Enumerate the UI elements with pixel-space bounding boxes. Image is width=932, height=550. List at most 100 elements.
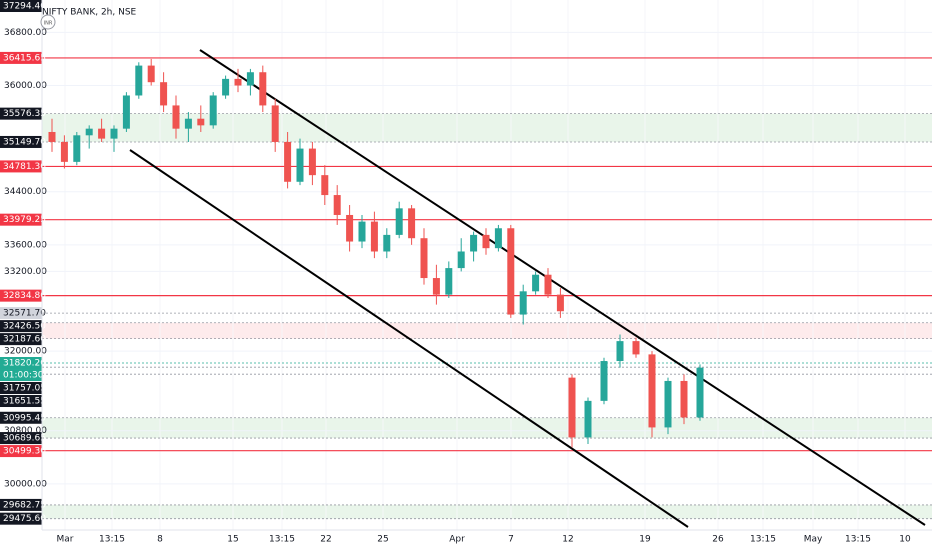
level-label: 30499.30 xyxy=(3,447,46,457)
level-label: 30689.65 xyxy=(3,434,46,444)
candle-body xyxy=(135,65,143,96)
candle-body xyxy=(383,234,391,252)
level-label: 32426.50 xyxy=(3,322,46,332)
y-tick-label: 34400.00 xyxy=(4,187,47,197)
x-tick-label: 22 xyxy=(320,535,331,545)
candle-body xyxy=(333,195,341,215)
candle-body xyxy=(556,294,564,312)
channel-lower xyxy=(129,149,689,528)
candle-body xyxy=(696,367,704,418)
zone xyxy=(42,504,932,519)
level-label: 32571.70 xyxy=(3,309,46,319)
level-label-bg xyxy=(0,395,42,408)
level-label-bg xyxy=(0,213,42,226)
currency: INR xyxy=(44,21,53,27)
x-tick-label: 15 xyxy=(227,535,238,545)
candle-body xyxy=(420,238,428,279)
candle-body xyxy=(73,135,81,162)
x-tick-label: 8 xyxy=(157,535,163,545)
x-tick-label: 13:15 xyxy=(99,535,125,545)
candle-body xyxy=(457,251,465,269)
x-tick-label: 7 xyxy=(508,535,514,545)
level-label-bg xyxy=(0,357,42,370)
level-label: 34781.30 xyxy=(3,162,46,172)
candle-body xyxy=(284,141,292,182)
candle-body xyxy=(184,118,192,129)
candle-body xyxy=(494,228,502,249)
candle-body xyxy=(568,377,576,438)
x-tick-label: 26 xyxy=(712,535,724,545)
candle-body xyxy=(507,228,515,315)
candle-body xyxy=(222,78,230,96)
candle-body xyxy=(209,95,217,126)
y-tick-label: 36000.00 xyxy=(4,81,47,91)
level-label: 31820.20 xyxy=(3,359,46,369)
candle-body xyxy=(259,72,267,106)
candle-body xyxy=(632,341,640,355)
countdown: 01:00:30 xyxy=(3,371,44,381)
candle-body xyxy=(246,72,254,86)
candle-body xyxy=(147,65,155,83)
candle-body xyxy=(60,141,68,162)
level-label-bg xyxy=(0,333,42,346)
candle-body xyxy=(432,278,440,295)
level-label-bg xyxy=(0,498,42,511)
candle-body xyxy=(271,105,279,142)
candle-body xyxy=(482,234,490,249)
level-label: 36415.65 xyxy=(3,53,46,63)
candle-body xyxy=(98,128,106,139)
candle-body xyxy=(308,148,316,176)
candle-body xyxy=(346,214,354,242)
level-label-bg xyxy=(0,0,42,12)
candle-body xyxy=(197,118,205,126)
level-label: 32187.60 xyxy=(3,335,46,345)
zone xyxy=(42,417,932,439)
x-tick-label: 10 xyxy=(899,535,911,545)
candle-body xyxy=(544,274,552,295)
candle-body xyxy=(395,208,403,235)
candle-body xyxy=(160,82,168,106)
level-label: 37294.40 xyxy=(3,2,46,12)
candle-body xyxy=(445,268,453,295)
candle-body xyxy=(648,354,656,428)
candle-body xyxy=(296,148,304,182)
candle-body xyxy=(321,175,329,196)
level-label-bg xyxy=(0,320,42,333)
candle-body xyxy=(110,128,118,139)
chart-title: NIFTY BANK, 2h, NSE xyxy=(42,8,137,18)
level-label: 31651.55 xyxy=(3,397,46,407)
candle-body xyxy=(470,234,478,252)
candle-body xyxy=(600,361,608,401)
level-label-bg xyxy=(0,160,42,173)
candle-body xyxy=(616,341,624,362)
level-label-bg xyxy=(0,289,42,302)
candle-body xyxy=(664,380,672,428)
level-label: 31757.05 xyxy=(3,384,46,394)
candle-body xyxy=(680,380,688,418)
x-tick-label: 13:15 xyxy=(750,535,776,545)
x-tick-label: Mar xyxy=(57,535,74,545)
level-label-bg xyxy=(0,135,42,148)
y-tick-label: 33600.00 xyxy=(4,240,47,250)
foreground-layer: Mar 13:15 8 15 13:15 22 25 Apr 7 12 19 26 13:15 May 13… xyxy=(0,0,911,545)
x-tick-label: 13:15 xyxy=(269,535,295,545)
y-tick-label: 36800.00 xyxy=(4,28,47,38)
y-tick-label: 33200.00 xyxy=(4,267,47,277)
level-label: 35576.35 xyxy=(3,109,46,119)
candle-body xyxy=(532,274,540,292)
candle-body xyxy=(172,105,180,129)
y-tick-label: 30800.00 xyxy=(4,426,47,436)
countdown-bg xyxy=(0,369,42,382)
candle-body xyxy=(48,131,56,142)
background-layer xyxy=(42,0,932,530)
candle-body xyxy=(234,78,242,86)
level-label-bg xyxy=(0,51,42,64)
candle-body xyxy=(122,95,130,129)
x-tick-label: 12 xyxy=(562,535,573,545)
level-label: 29682.75 xyxy=(3,500,46,510)
y-tick-label: 30000.00 xyxy=(4,479,47,489)
currency-icon xyxy=(40,14,56,30)
level-label-bg xyxy=(0,432,42,445)
